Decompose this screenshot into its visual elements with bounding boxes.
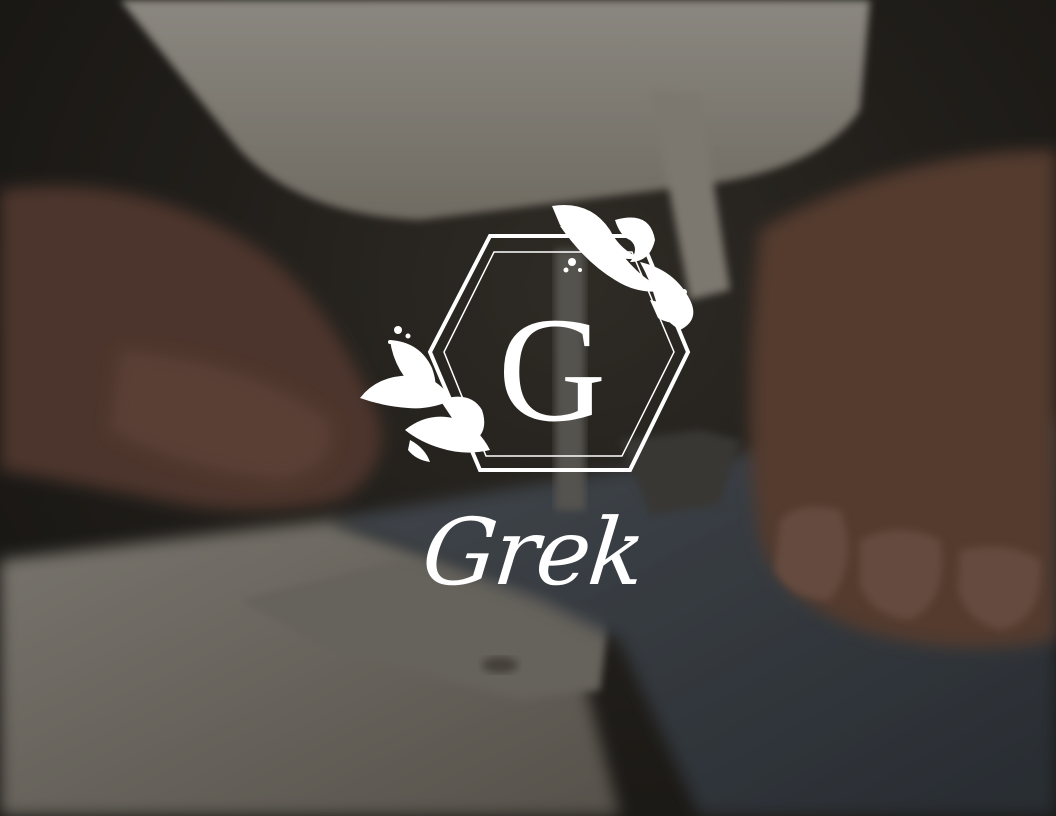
monogram-letter: G	[498, 287, 606, 453]
machine-arm	[650, 90, 730, 300]
floral-swirl-icon	[552, 205, 694, 330]
finger-tip-3	[958, 546, 1041, 630]
needle-bar	[555, 250, 585, 510]
brand-wordmark: Grek	[417, 499, 649, 606]
finger-tip-2	[860, 530, 942, 620]
inner-hexagon	[443, 251, 675, 457]
presser-foot	[620, 430, 740, 515]
left-fingers	[110, 350, 332, 480]
floral-leaf-icon	[360, 326, 490, 462]
finger-tip-1	[775, 506, 848, 600]
plate-screw	[482, 657, 518, 673]
